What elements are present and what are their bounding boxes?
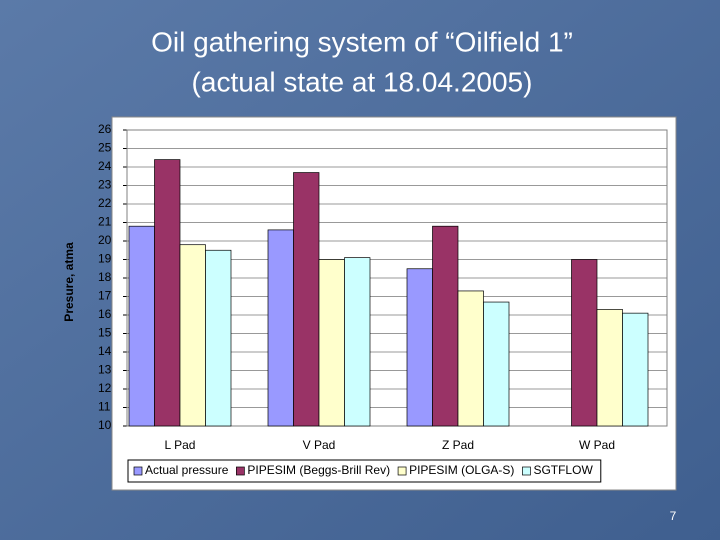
legend-label: Actual pressure [145, 463, 229, 477]
y-tick-label: 14 [98, 344, 112, 358]
y-tick-label: 21 [98, 215, 112, 229]
bar [432, 225, 459, 427]
legend-label: PIPESIM (OLGA-S) [409, 463, 514, 477]
legend-swatch [133, 466, 143, 476]
y-tick-label: 24 [98, 159, 112, 173]
y-tick-label: 22 [98, 196, 112, 210]
plot-area [126, 129, 668, 427]
legend-swatch [236, 466, 245, 476]
y-tick-label: 23 [98, 178, 112, 192]
bar [596, 309, 623, 427]
bar [622, 312, 649, 427]
legend [127, 459, 602, 483]
bar [293, 172, 320, 427]
y-tick-label: 17 [98, 289, 112, 303]
bar [571, 259, 598, 427]
legend-swatch [397, 466, 407, 476]
bar [205, 249, 232, 427]
bar [179, 244, 206, 427]
y-tick-label: 19 [98, 252, 112, 266]
y-tick-label: 11 [98, 400, 111, 414]
title: Oil gathering system of “Oilfield 1” [151, 26, 573, 57]
y-tick-label: 25 [98, 141, 112, 155]
bar [483, 301, 510, 427]
bar [318, 259, 345, 427]
x-tick-label: Z Pad [442, 438, 474, 452]
bar [154, 159, 181, 427]
y-tick-label: 15 [98, 326, 112, 340]
y-tick-label: 18 [98, 270, 112, 284]
legend-label: PIPESIM (Beggs-Brill Rev) [247, 463, 390, 477]
legend-label: SGTFLOW [533, 463, 593, 477]
page-number: 7 [670, 509, 677, 523]
y-axis-label: Presure, atma [62, 242, 76, 322]
x-tick-label: L Pad [165, 438, 196, 452]
title: (actual state at 18.04.2005) [192, 66, 533, 97]
y-tick-label: 12 [98, 381, 112, 395]
bar [128, 225, 155, 427]
bar [267, 229, 294, 427]
y-tick-label: 16 [98, 307, 112, 321]
y-tick-label: 20 [98, 233, 112, 247]
x-tick-label: W Pad [579, 438, 615, 452]
y-tick-label: 10 [98, 418, 112, 432]
y-tick-label: 13 [98, 363, 112, 377]
bar [457, 290, 484, 427]
legend-swatch [522, 466, 531, 476]
bar [344, 257, 371, 427]
y-tick-label: 26 [98, 122, 112, 136]
bar [406, 268, 433, 427]
x-tick-label: V Pad [303, 438, 336, 452]
